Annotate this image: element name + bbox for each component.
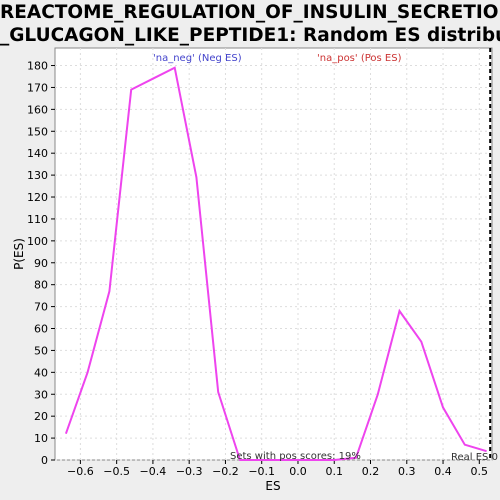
y-tick-label: 50 — [34, 344, 48, 357]
y-tick-label: 40 — [34, 366, 48, 379]
y-tick-label: 180 — [27, 60, 48, 73]
y-tick-label: 110 — [27, 213, 48, 226]
x-tick-label: 0.2 — [362, 465, 380, 478]
y-axis-ticks: 0 10 20 30 40 50 60 70 80 90 100 110 120 130 140 150 160… — [27, 60, 55, 467]
y-tick-label: 160 — [27, 103, 48, 116]
chart-title: REACTOME_REGULATION_OF_INSULIN_SECRETION… — [0, 1, 500, 47]
y-axis-label: P(ES) — [12, 238, 26, 270]
pos-scores-note: Sets with pos scores: 19% — [230, 451, 361, 462]
x-tick-label: 0.4 — [434, 465, 452, 478]
neg-es-label: 'na_neg' (Neg ES) — [153, 53, 242, 64]
y-tick-label: 0 — [41, 454, 48, 467]
series-line — [64, 66, 487, 461]
y-tick-label: 130 — [27, 169, 48, 182]
y-tick-label: 80 — [34, 279, 48, 292]
chart-title-line-2: _GLUCAGON_LIKE_PEPTIDE1: Random ES distr… — [0, 25, 500, 46]
x-axis-label: ES — [265, 479, 280, 493]
y-tick-label: 60 — [34, 323, 48, 336]
y-tick-label: 70 — [34, 301, 48, 314]
x-gridlines — [79, 48, 480, 460]
x-tick-label: −0.4 — [140, 465, 167, 478]
y-tick-label: 90 — [34, 257, 48, 270]
x-tick-label: −0.3 — [176, 465, 203, 478]
y-tick-label: 170 — [27, 81, 48, 94]
x-axis-ticks: −0.6 −0.5 −0.4 −0.3 −0.2 −0.1 0.0 0.1 0.2 0.3 0.4 0… — [67, 460, 488, 478]
x-tick-label: 0.0 — [289, 465, 307, 478]
x-tick-label: −0.6 — [67, 465, 94, 478]
x-tick-label: 0.1 — [325, 465, 343, 478]
y-tick-label: 100 — [27, 235, 48, 248]
real-es-label: Real ES 0 — [451, 452, 498, 463]
y-tick-label: 150 — [27, 125, 48, 138]
y-tick-label: 140 — [27, 147, 48, 160]
x-tick-label: 0.3 — [398, 465, 416, 478]
y-tick-label: 30 — [34, 388, 48, 401]
x-tick-label: −0.2 — [212, 465, 239, 478]
chart-title-line-1: REACTOME_REGULATION_OF_INSULIN_SECRETION… — [0, 2, 500, 23]
y-tick-label: 120 — [27, 191, 48, 204]
pos-es-label: 'na_pos' (Pos ES) — [317, 53, 402, 64]
x-tick-label: −0.5 — [103, 465, 130, 478]
y-tick-label: 10 — [34, 432, 48, 445]
y-tick-label: 20 — [34, 410, 48, 423]
x-tick-label: −0.1 — [248, 465, 275, 478]
x-tick-label: 0.5 — [471, 465, 489, 478]
